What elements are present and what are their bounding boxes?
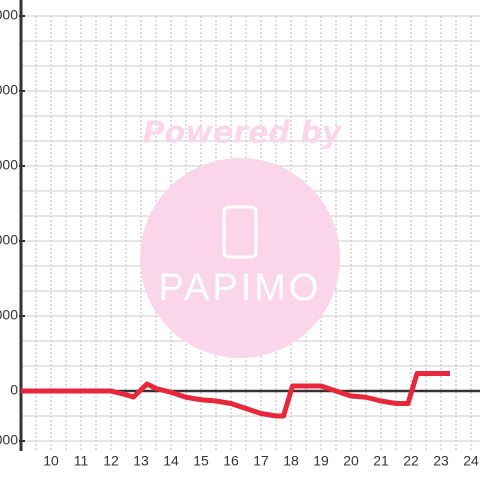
- x-tick-label: 11: [74, 453, 89, 469]
- x-tick-label: 16: [223, 453, 239, 469]
- x-tick-label: 20: [343, 453, 359, 469]
- watermark-text: Powered by: [143, 116, 343, 151]
- y-tick-label: 60,000: [0, 232, 18, 248]
- y-tick-label: 0: [10, 382, 18, 398]
- x-tick-label: 19: [313, 453, 329, 469]
- x-tick-label: 24: [463, 453, 479, 469]
- watermark-logo: PAPIMO: [159, 267, 322, 309]
- x-tick-label: 12: [103, 453, 119, 469]
- watermark: Powered by PAPIMO: [140, 116, 343, 358]
- phone-icon: [222, 205, 258, 259]
- y-tick-label: 90,000: [0, 157, 18, 173]
- x-tick-label: 22: [403, 453, 419, 469]
- y-tick-label: 120,000: [0, 82, 18, 98]
- x-tick-label: 17: [253, 453, 269, 469]
- y-tick-label: 30,000: [0, 307, 18, 323]
- x-tick-label: 10: [43, 453, 59, 469]
- x-tick-label: 13: [133, 453, 149, 469]
- x-tick-label: 14: [163, 453, 179, 469]
- y-tick-label: -20,000: [0, 432, 18, 448]
- line-series: [21, 371, 450, 419]
- x-tick-label: 15: [193, 453, 209, 469]
- y-tick-label: 150,000: [0, 7, 18, 23]
- x-tick-label: 23: [433, 453, 449, 469]
- x-tick-label: 18: [283, 453, 299, 469]
- x-tick-label: 21: [373, 453, 389, 469]
